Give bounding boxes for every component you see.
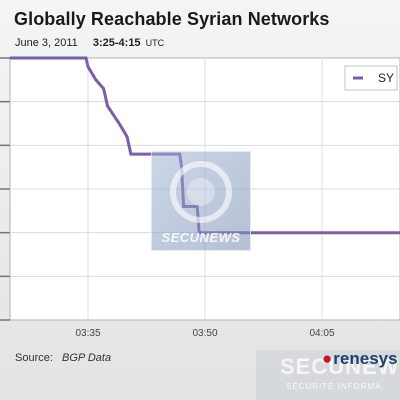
x-tick-label: 03:50 (192, 328, 217, 339)
chart-title: Globally Reachable Syrian Networks (14, 9, 330, 29)
subtitle-time-range: 3:25-4:15 (92, 37, 141, 49)
source-value: BGP Data (61, 352, 112, 364)
source-label: Source: (15, 352, 53, 364)
renesys-logo: ●renesys (322, 349, 398, 369)
legend-label: SY (378, 71, 394, 85)
subtitle-date: June 3, 2011 (15, 37, 78, 49)
x-tick-label: 04:05 (309, 328, 334, 339)
chart-subtitle: June 3, 2011 3:25-4:15 UTC (15, 37, 164, 49)
x-tick-label: 03:35 (75, 328, 100, 339)
watermark-emblem-icon (170, 161, 232, 223)
subtitle-timezone: UTC (145, 38, 165, 48)
watermark-corner-text: SECUNEWS (280, 354, 400, 379)
brand-text: renesys (333, 349, 398, 368)
watermark-corner-subtext: SÉCURITÉ INFORMA (286, 382, 382, 391)
watermark-secunews-corner: SECUNEWS SÉCURITÉ INFORMA (256, 350, 400, 400)
watermark-secunews-center: SECUNEWS (151, 151, 251, 251)
watermark-center-text: SECUNEWS (161, 230, 241, 245)
logo-dot-icon: ● (322, 349, 333, 368)
source-line: Source: BGP Data (15, 352, 111, 364)
